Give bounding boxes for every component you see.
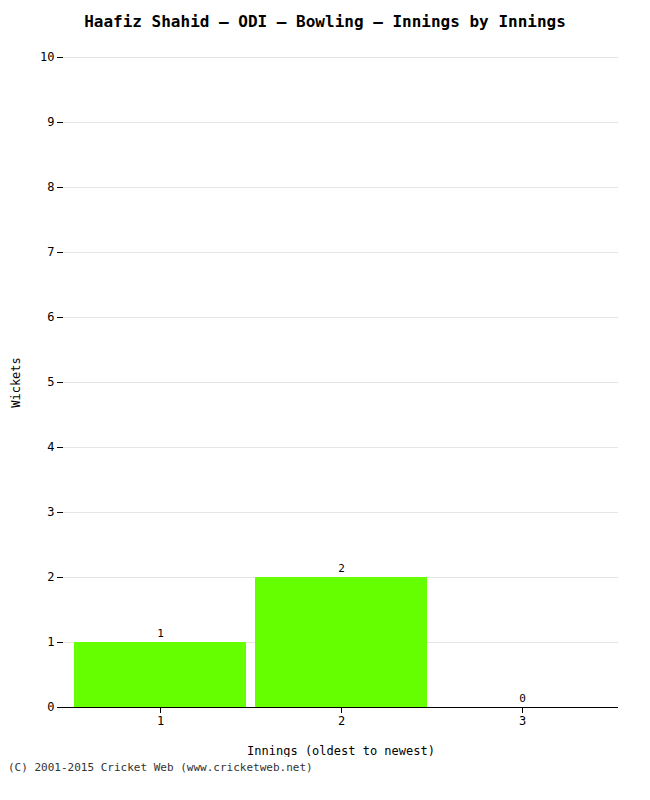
svg-text:0: 0 [519,692,526,705]
svg-text:4: 4 [47,440,54,454]
svg-text:3: 3 [519,714,526,728]
svg-text:0: 0 [47,700,54,714]
html-text:(C) 2001-2015 Cricket Web (www: (C) 2001-2015 Cricket Web (www.cricketwe… [8,761,313,774]
svg-text:6: 6 [47,310,54,324]
svg-text:7: 7 [47,245,54,259]
svg-text:8: 8 [47,180,54,194]
html-text:Haafiz Shahid – ODI – Bowling: Haafiz Shahid – ODI – Bowling – Innings … [84,12,566,31]
svg-text:5: 5 [47,375,54,389]
svg-text:3: 3 [47,505,54,519]
svg-text:1: 1 [47,635,54,649]
svg-text:10: 10 [40,50,54,64]
svg-text:Wickets: Wickets [9,357,23,408]
svg-text:9: 9 [47,115,54,129]
svg-text:2: 2 [47,570,54,584]
svg-text:Innings (oldest to newest): Innings (oldest to newest) [247,744,435,758]
svg-text:1: 1 [157,627,164,640]
svg-text:2: 2 [338,562,345,575]
svg-text:2: 2 [338,714,345,728]
svg-text:1: 1 [157,714,164,728]
